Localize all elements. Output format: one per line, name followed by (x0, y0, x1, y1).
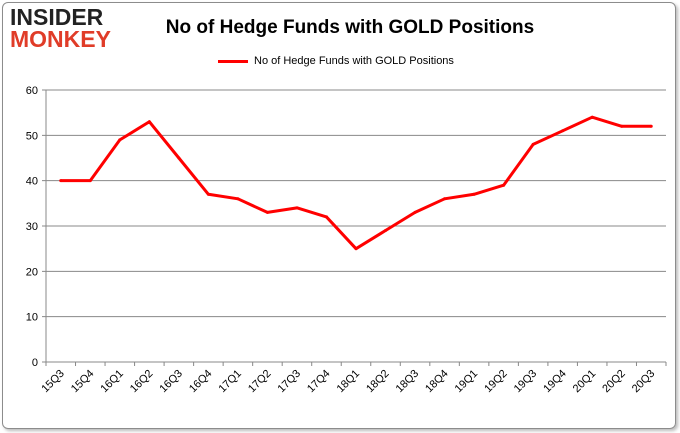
y-tick-label: 10 (26, 312, 38, 324)
data-point (324, 215, 328, 219)
data-point (649, 124, 653, 128)
data-point (118, 138, 122, 142)
y-tick-label: 30 (26, 221, 38, 233)
data-point (206, 192, 210, 196)
data-point (620, 124, 624, 128)
data-point (88, 179, 92, 183)
data-point (590, 115, 594, 119)
y-tick-label: 20 (26, 266, 38, 278)
x-tick-label: 15Q4 (69, 368, 97, 396)
x-tick-label: 18Q2 (364, 368, 392, 396)
data-point (413, 210, 417, 214)
x-tick-label: 18Q3 (394, 368, 422, 396)
x-tick-label: 16Q3 (157, 368, 185, 396)
data-point (265, 210, 269, 214)
x-tick-label: 17Q2 (246, 368, 274, 396)
legend: No of Hedge Funds with GOLD Positions (218, 55, 454, 67)
x-tick-label: 20Q3 (630, 368, 658, 396)
chart-frame (2, 2, 676, 429)
data-point (384, 229, 388, 233)
y-tick-label: 60 (26, 85, 38, 97)
x-tick-label: 15Q3 (39, 368, 67, 396)
insider-monkey-logo: INSIDER MONKEY (10, 4, 111, 52)
data-point (236, 197, 240, 201)
data-point (59, 179, 63, 183)
y-tick-label: 50 (26, 130, 38, 142)
legend-label: No of Hedge Funds with GOLD Positions (254, 55, 454, 67)
x-tick-label: 19Q4 (541, 368, 569, 396)
data-point (443, 197, 447, 201)
data-point (147, 120, 151, 124)
x-tick-label: 20Q2 (600, 368, 628, 396)
series-line (60, 115, 652, 251)
logo-line2: MONKEY (10, 26, 111, 52)
logo-line1: INSIDER (10, 4, 104, 30)
x-tick-label: 18Q4 (423, 368, 451, 396)
x-tick-label: 16Q4 (187, 368, 215, 396)
x-tick-label: 19Q2 (482, 368, 510, 396)
x-tick-label: 18Q1 (335, 368, 363, 396)
chart-title: No of Hedge Funds with GOLD Positions (165, 17, 535, 38)
x-tick-label: 19Q3 (512, 368, 540, 396)
x-tick-label: 16Q1 (98, 368, 126, 396)
x-tick-label: 17Q3 (276, 368, 304, 396)
data-point (531, 142, 535, 146)
data-point (561, 129, 565, 133)
x-tick-label: 19Q1 (453, 368, 481, 396)
x-tick-label: 17Q1 (217, 368, 245, 396)
data-point (295, 206, 299, 210)
y-tick-label: 40 (26, 176, 38, 188)
data-point (472, 192, 476, 196)
x-tick-label: 17Q4 (305, 368, 333, 396)
data-point (354, 247, 358, 251)
x-tick-label: 20Q1 (571, 368, 599, 396)
data-point (177, 156, 181, 160)
y-tick-label: 0 (32, 357, 38, 369)
data-point (502, 183, 506, 187)
x-tick-label: 16Q2 (128, 368, 156, 396)
legend-swatch (218, 59, 248, 63)
